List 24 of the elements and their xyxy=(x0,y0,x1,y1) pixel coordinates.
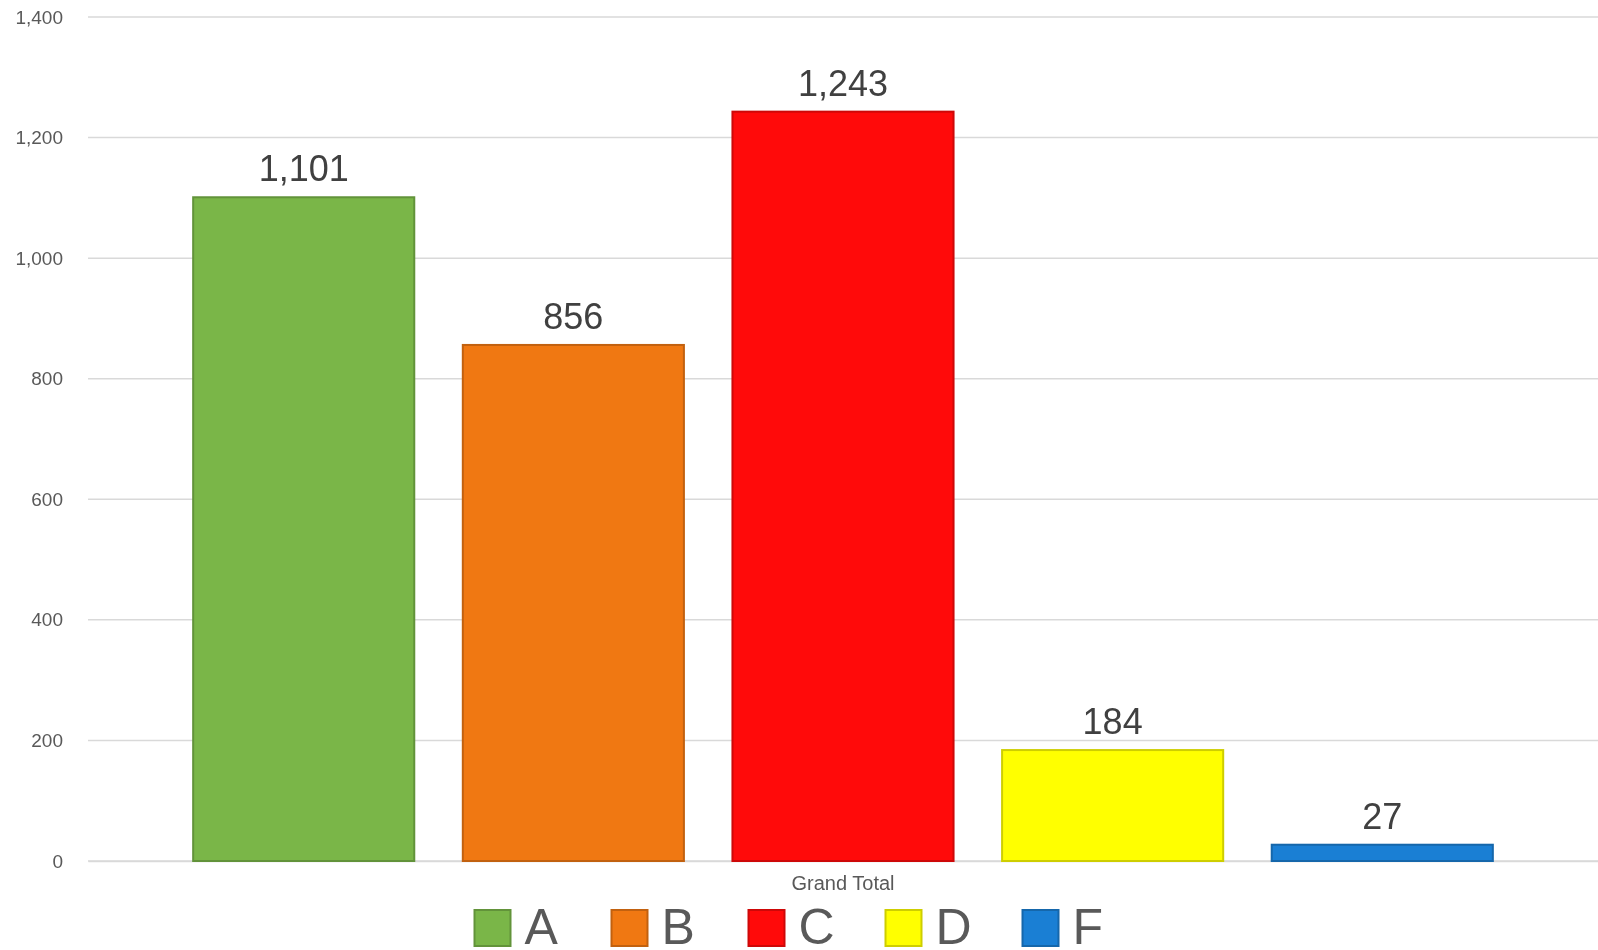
data-label: 856 xyxy=(543,295,604,337)
legend-label: F xyxy=(1072,899,1104,950)
y-tick-label: 1,000 xyxy=(15,247,63,269)
legend-label: D xyxy=(935,899,972,950)
bar xyxy=(731,110,955,862)
bar xyxy=(461,343,685,862)
y-tick-label: 0 xyxy=(52,850,63,872)
bar xyxy=(1001,749,1225,862)
legend-label: C xyxy=(798,899,835,950)
legend-label: A xyxy=(524,899,559,950)
data-label: 1,101 xyxy=(258,148,349,190)
y-tick-label: 800 xyxy=(31,368,63,390)
bar xyxy=(192,196,416,862)
y-tick-label: 400 xyxy=(31,609,63,631)
data-label: 1,243 xyxy=(797,62,889,104)
data-label: 27 xyxy=(1362,795,1403,837)
x-tick-label: Grand Total xyxy=(791,872,895,894)
bar xyxy=(1270,843,1494,862)
y-tick-label: 1,400 xyxy=(15,6,63,28)
legend-label: B xyxy=(661,899,695,950)
y-tick-label: 600 xyxy=(31,488,63,510)
y-tick-label: 200 xyxy=(31,730,63,752)
data-label: 184 xyxy=(1082,701,1143,743)
y-tick-label: 1,200 xyxy=(15,127,63,149)
